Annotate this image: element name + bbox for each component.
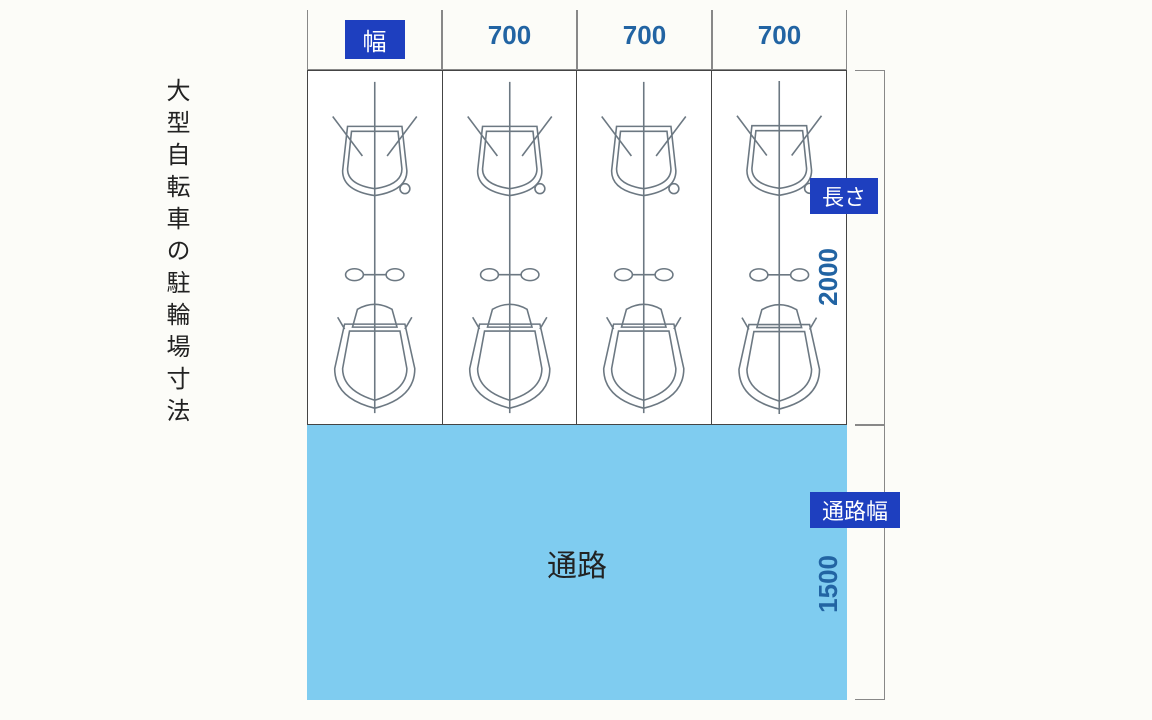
bicycle-icon	[443, 71, 577, 424]
dim-width-value: 700	[712, 10, 847, 70]
bicycle-icon	[308, 71, 442, 424]
bicycle-icon	[577, 71, 711, 424]
dim-length-value: 2000	[813, 248, 844, 306]
parking-slot	[577, 71, 712, 424]
parking-slot	[308, 71, 443, 424]
dim-width-value: 700	[442, 10, 577, 70]
dim-aisle-value: 1500	[813, 555, 844, 613]
diagram-title: 大型自転車の駐輪場寸法	[158, 78, 193, 430]
dim-width-label: 幅	[307, 10, 442, 70]
dim-aisle-label: 通路幅	[810, 492, 900, 528]
dim-width-value: 700	[577, 10, 712, 70]
parking-slots	[307, 70, 847, 425]
parking-slot	[443, 71, 578, 424]
right-dimension-column	[855, 70, 885, 700]
top-dimension-row: 幅 700 700 700	[307, 10, 847, 70]
dim-length-label: 長さ	[810, 178, 878, 214]
aisle-area: 通路	[307, 425, 847, 700]
